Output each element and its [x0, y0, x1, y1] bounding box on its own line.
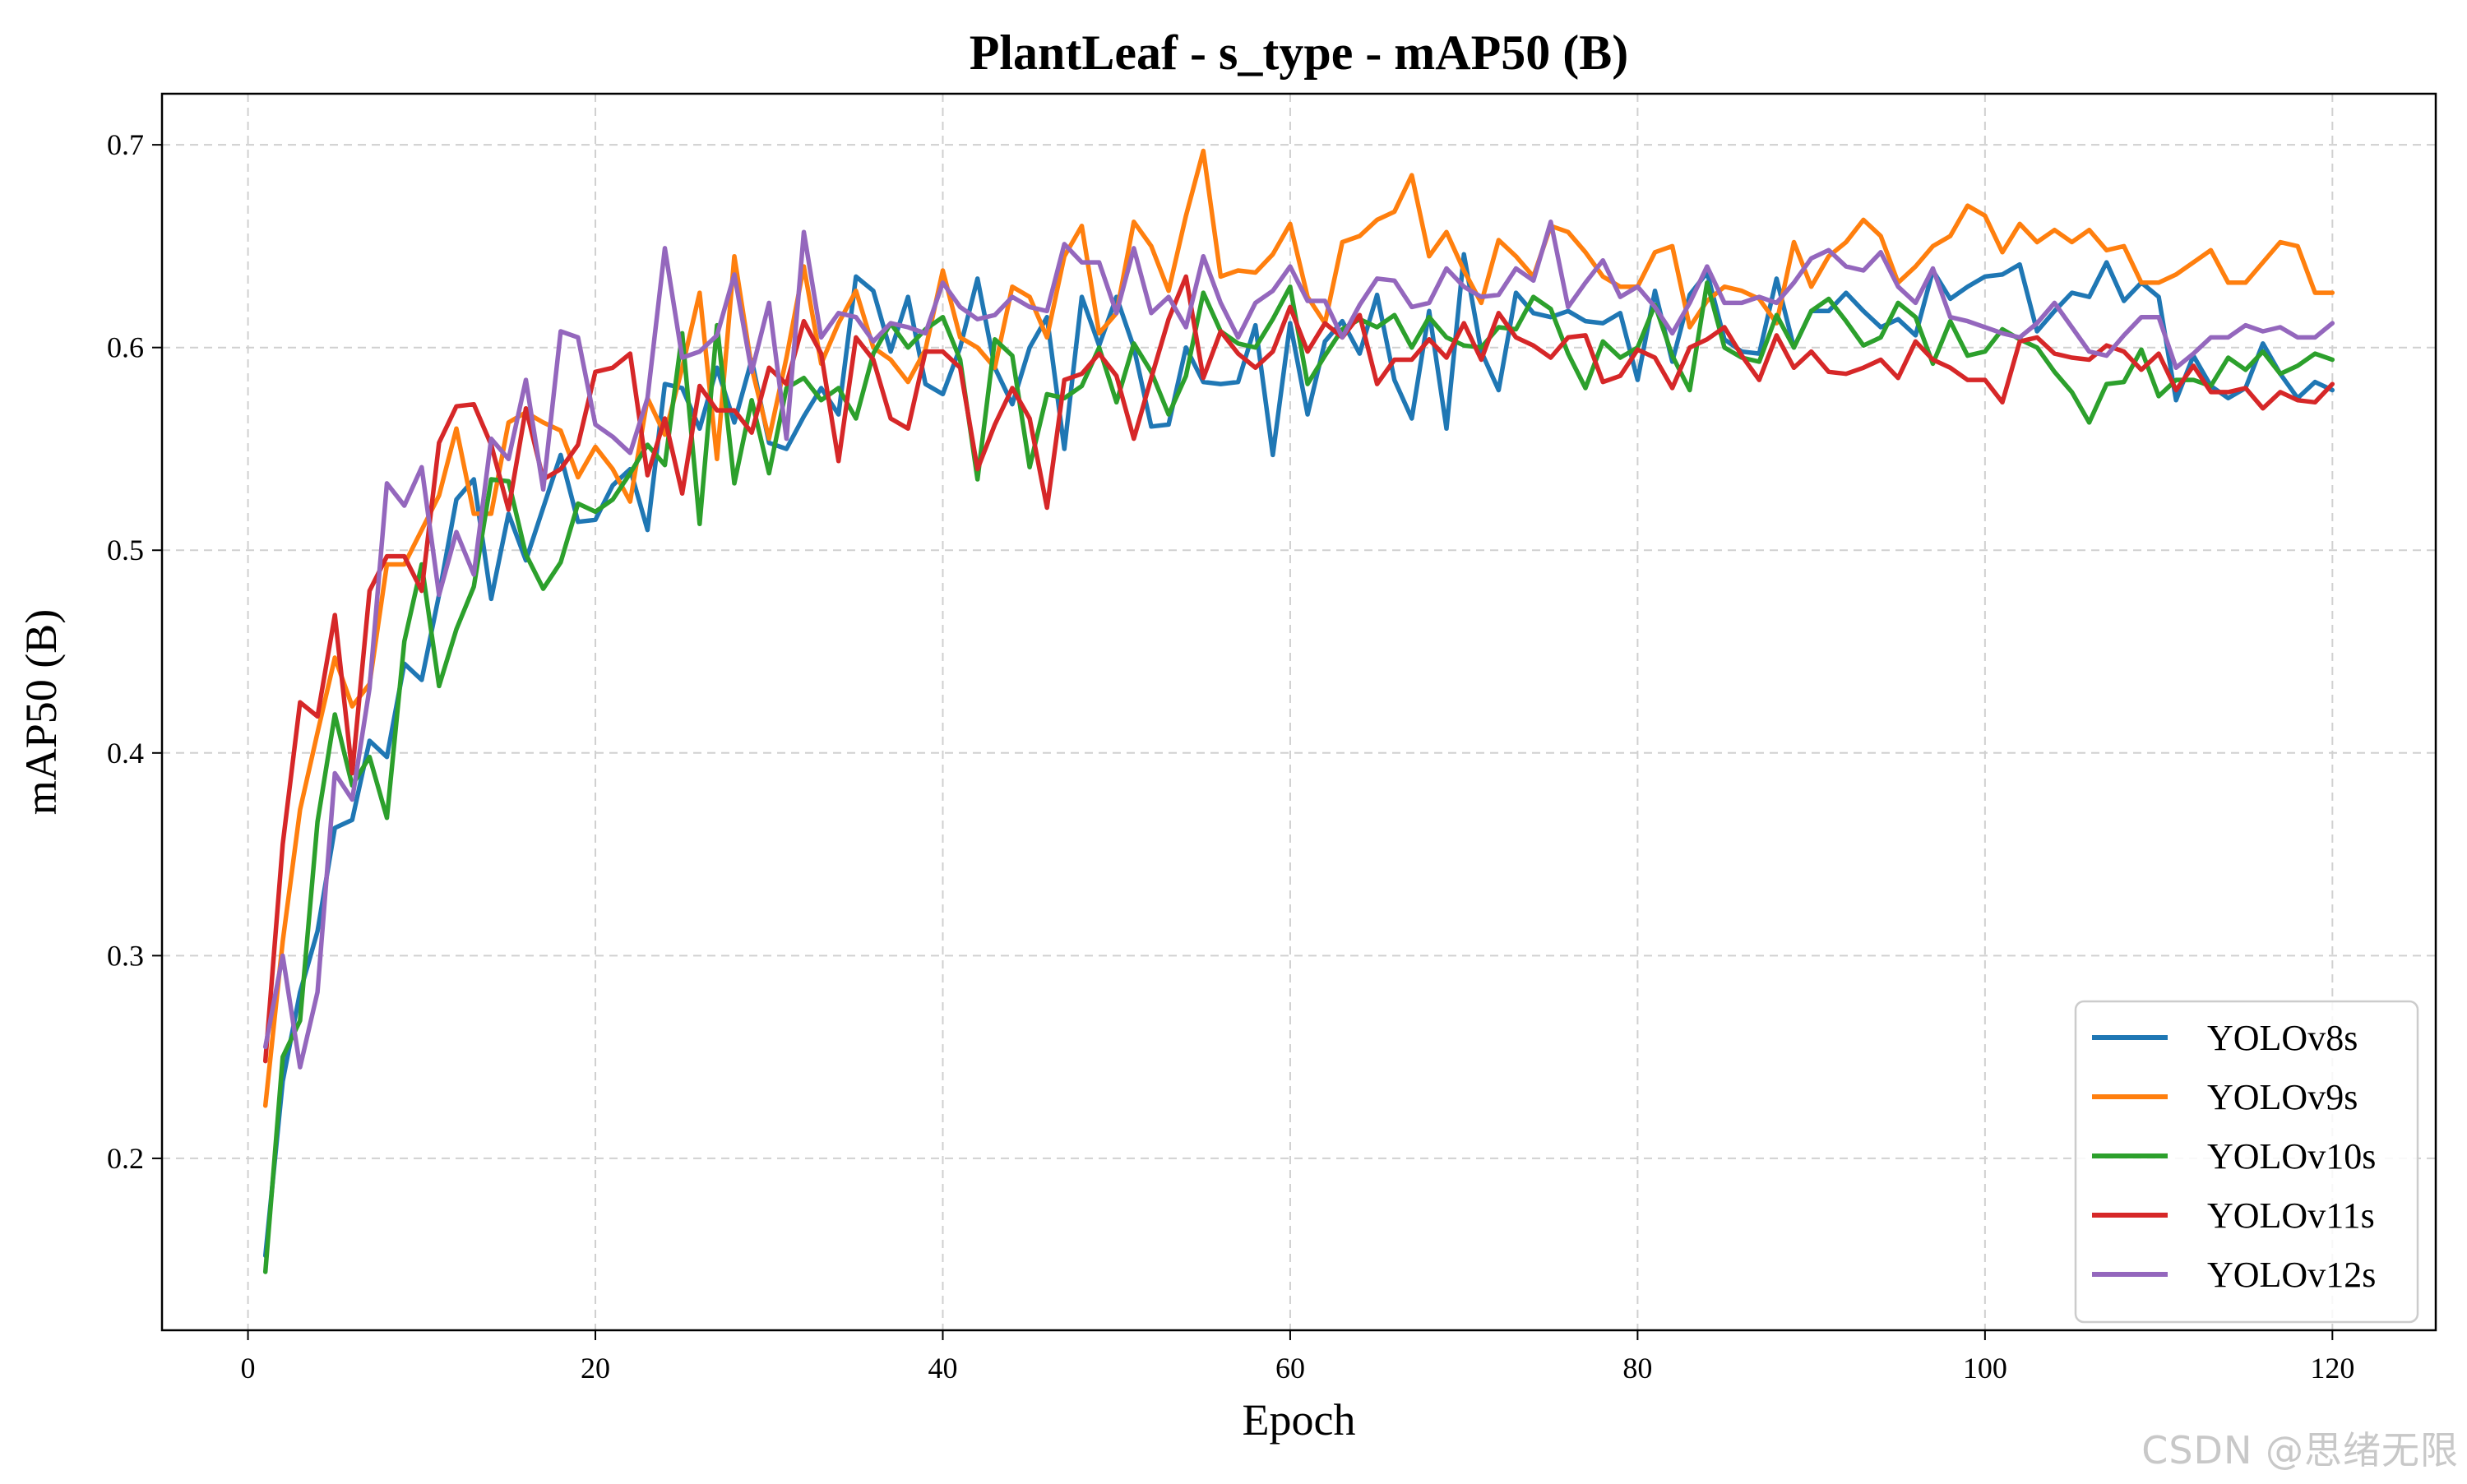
legend-label: YOLOv9s	[2207, 1077, 2358, 1117]
axes-frame	[160, 92, 2437, 1332]
series-line-yolov11s	[262, 274, 2335, 1064]
legend-label: YOLOv8s	[2207, 1018, 2358, 1058]
series-line-yolov12s	[262, 220, 2335, 1070]
legend-box	[2074, 1000, 2419, 1324]
legend-label: YOLOv10s	[2207, 1136, 2376, 1177]
chart-title: PlantLeaf - s_type - mAP50 (B)	[970, 25, 1629, 80]
x-axis-label: Epoch	[1243, 1395, 1356, 1445]
x-tick-label: 80	[1622, 1352, 1652, 1385]
series-lines	[262, 148, 2335, 1274]
axis-ticks: 0 20 40 60 80 100 120 0.2 0.3 0.4 0.5 0.6 0.7	[107, 128, 2354, 1385]
series-line-yolov9s	[262, 148, 2335, 1108]
y-tick-label: 0.3	[107, 939, 144, 972]
y-tick-label: 0.7	[107, 128, 144, 161]
y-tick-label: 0.2	[107, 1142, 144, 1175]
x-tick-label: 40	[928, 1352, 957, 1385]
series-line-yolov8s	[262, 252, 2335, 1259]
y-axis-label: mAP50 (B)	[16, 609, 66, 816]
y-tick-label: 0.5	[107, 534, 144, 566]
y-tick-label: 0.6	[107, 331, 144, 364]
x-tick-label: 100	[1963, 1352, 2007, 1385]
x-tick-label: 120	[2310, 1352, 2354, 1385]
legend: YOLOv8s YOLOv9s YOLOv10s YOLOv11s YOLOv12s	[2074, 1000, 2419, 1324]
legend-label: YOLOv12s	[2207, 1255, 2376, 1295]
watermark: CSDN @思绪无限	[2141, 1428, 2459, 1472]
x-tick-label: 20	[581, 1352, 610, 1385]
legend-label: YOLOv11s	[2207, 1195, 2375, 1236]
x-tick-label: 0	[241, 1352, 256, 1385]
y-tick-label: 0.4	[107, 737, 144, 770]
x-tick-label: 60	[1275, 1352, 1305, 1385]
